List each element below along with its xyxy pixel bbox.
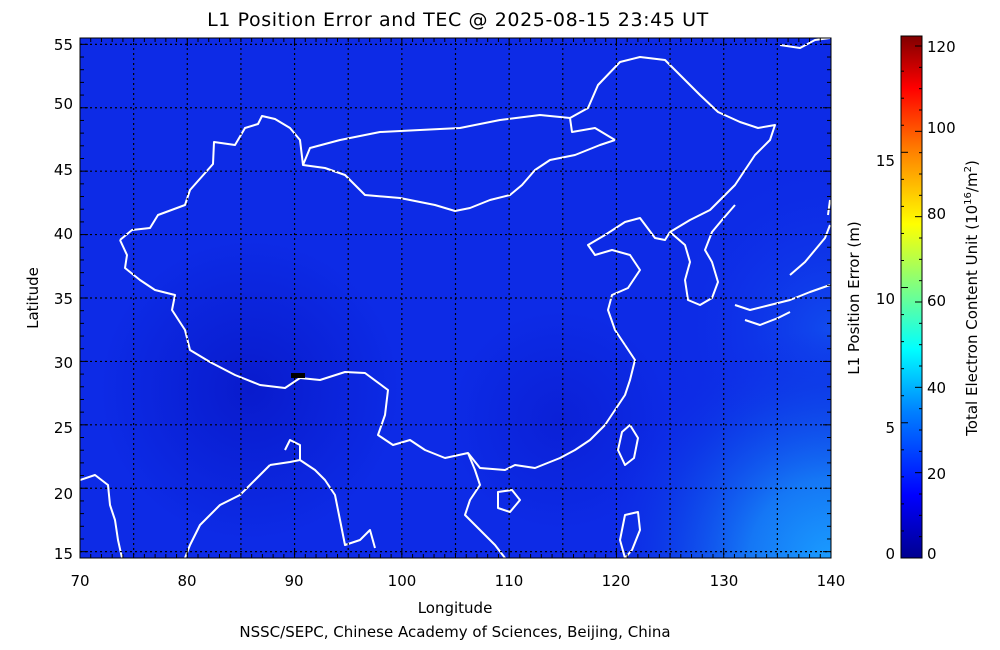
hainan-island [497, 489, 521, 513]
y-tick-label: 35 [54, 290, 73, 308]
colorbar-frame [900, 35, 923, 559]
error-axis-label: L1 Position Error (m) [845, 221, 863, 375]
error-tick-label: 10 [876, 290, 895, 308]
x-tick-label: 70 [70, 572, 89, 590]
footer-credit: NSSC/SEPC, Chinese Academy of Sciences, … [239, 623, 670, 641]
colorbar: 0 5 10 15 0 20 40 60 80 100 120 L1 Posit… [845, 35, 981, 563]
tec-label-unit2: /m [963, 172, 981, 192]
tec-tick-label: 0 [927, 545, 937, 563]
x-tick-label: 80 [177, 572, 196, 590]
tec-label-main: Total Electron Content Unit [963, 235, 981, 437]
russia-coast-northeast [779, 38, 831, 49]
tec-label-close: ) [963, 160, 981, 166]
y-tick-label: 25 [54, 419, 73, 437]
colorbar-ticks [901, 45, 922, 559]
x-tick-label: 130 [710, 572, 739, 590]
y-tick-label: 20 [54, 485, 73, 503]
error-tick-label: 15 [876, 152, 895, 170]
error-tick-label: 5 [885, 419, 895, 437]
x-tick-label: 110 [495, 572, 524, 590]
x-tick-label: 90 [284, 572, 303, 590]
y-tick-label: 30 [54, 354, 73, 372]
tec-tick-label: 120 [927, 38, 956, 56]
tec-axis-label: Total Electron Content Unit (1016/m2) [963, 160, 981, 437]
tec-tick-labels: 0 20 40 60 80 100 120 [927, 38, 956, 563]
y-tick-label: 40 [54, 225, 73, 243]
tec-label-exp: 16 [963, 192, 974, 205]
x-tick-label: 100 [388, 572, 417, 590]
colorbar-gradient [901, 36, 922, 558]
x-axis-label: Longitude [418, 599, 493, 617]
map-panel [80, 38, 831, 558]
y-tick-label: 55 [54, 36, 73, 54]
tec-tick-label: 20 [927, 465, 946, 483]
error-tick-label: 0 [885, 545, 895, 563]
india-coast [80, 439, 301, 558]
y-axis-label: Latitude [24, 267, 42, 329]
tec-tick-label: 80 [927, 205, 946, 223]
mongolia-border [302, 114, 571, 166]
indochina-coast [464, 452, 506, 558]
taiwan-island [617, 424, 639, 466]
india-east-coast [184, 464, 271, 558]
philippines-islands [619, 511, 641, 558]
tec-tick-label: 60 [927, 292, 946, 310]
tec-tick-label: 40 [927, 379, 946, 397]
x-tick-label: 140 [817, 572, 846, 590]
tec-label-exp2: 2 [963, 166, 974, 172]
error-tick-labels: 0 5 10 15 [876, 152, 895, 563]
tec-tick-label: 100 [927, 119, 956, 137]
y-tick-label: 15 [54, 545, 73, 563]
tec-label-unit: (10 [963, 205, 981, 230]
china-border-northeast [569, 56, 776, 233]
y-tick-label: 50 [54, 95, 73, 113]
station-marker [291, 373, 305, 378]
x-tick-label: 120 [602, 572, 631, 590]
figure-title: L1 Position Error and TEC @ 2025-08-15 2… [207, 9, 709, 31]
china-coast-east [587, 217, 671, 346]
y-tick-label: 45 [54, 161, 73, 179]
x-tick-labels: 70 80 90 100 110 120 130 140 [70, 572, 845, 590]
lat-lon-grid [80, 38, 831, 558]
y-tick-labels: 15 20 25 30 35 40 45 50 55 [54, 36, 73, 563]
bay-of-bengal-coast [299, 459, 376, 549]
japan-islands [734, 199, 831, 326]
axis-ticks [79, 38, 832, 558]
korea-peninsula [669, 204, 736, 306]
